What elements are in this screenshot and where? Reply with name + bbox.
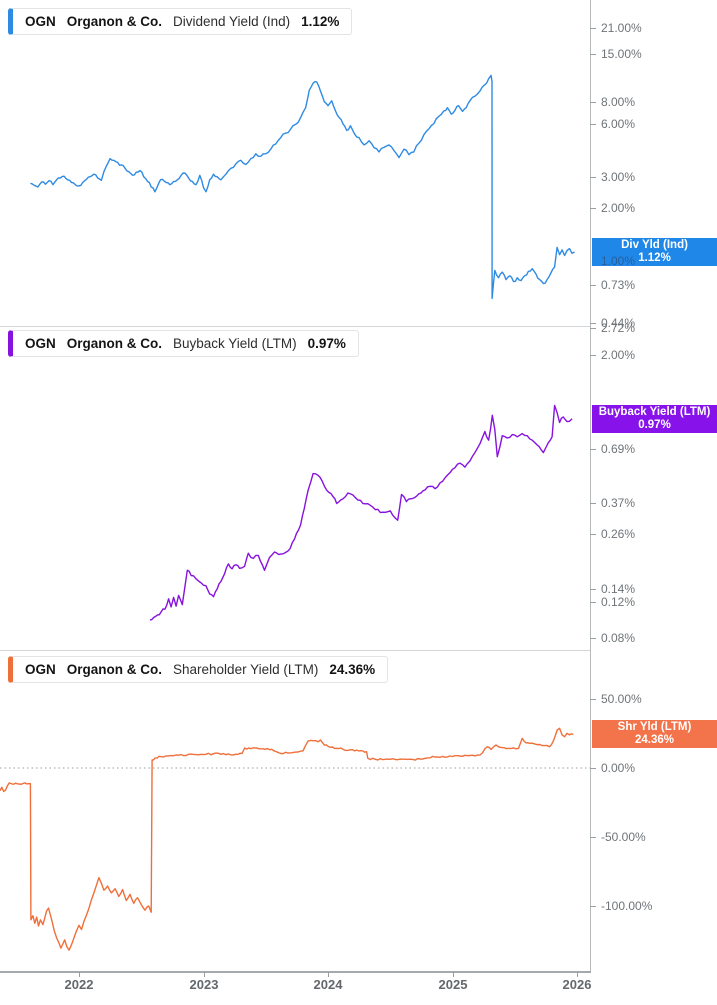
metric-value: 0.97%	[307, 336, 346, 351]
y-tick-mark	[590, 906, 596, 907]
x-axis-year-label: 2022	[64, 977, 94, 992]
last-value-badge-dividend-yield: Div Yld (Ind) 1.12%	[592, 238, 717, 266]
chart-header-shareholder-yield[interactable]: OGN Organon & Co. Shareholder Yield (LTM…	[8, 656, 389, 683]
y-tick-mark	[590, 124, 596, 125]
x-axis-year-label: 2023	[189, 977, 219, 992]
chart-header-buyback-yield[interactable]: OGN Organon & Co. Buyback Yield (LTM) 0.…	[8, 330, 359, 357]
panel-separator	[0, 650, 590, 651]
y-tick-mark	[590, 589, 596, 590]
y-tick-mark	[590, 328, 596, 329]
badge-label: Shr Yld (LTM)	[617, 721, 692, 733]
y-axis-tick-label-ghost: 1.00%	[601, 254, 636, 268]
series-line-buyback-yield	[149, 404, 573, 621]
y-axis-tick-label: 0.14%	[601, 582, 636, 596]
y-axis-tick-label: 0.26%	[601, 527, 636, 541]
chart-plot-area[interactable]	[0, 0, 590, 973]
x-tick-mark	[328, 972, 329, 977]
x-axis-year-label: 2024	[313, 977, 343, 992]
y-axis-tick-label: 50.00%	[601, 692, 642, 706]
y-tick-mark	[590, 54, 596, 55]
x-axis-year-label: 2026	[562, 977, 592, 992]
series-line-dividend-yield	[30, 74, 575, 300]
y-tick-mark	[590, 285, 596, 286]
y-axis-tick-label: 2.00%	[601, 348, 636, 362]
last-value-badge-buyback-yield: Buyback Yield (LTM) 0.97%	[592, 405, 717, 433]
x-tick-mark	[204, 972, 205, 977]
badge-value: 24.36%	[634, 734, 674, 746]
chart-header-dividend-yield[interactable]: OGN Organon & Co. Dividend Yield (Ind) 1…	[8, 8, 353, 35]
y-axis-tick-label: -50.00%	[601, 830, 646, 844]
badge-value: 1.12%	[638, 252, 671, 264]
company-name: Organon & Co.	[66, 336, 163, 351]
x-tick-mark	[577, 972, 578, 977]
company-name: Organon & Co.	[66, 14, 163, 29]
y-axis-tick-label: 0.73%	[601, 278, 636, 292]
y-axis-tick-label: 0.44%	[601, 316, 636, 330]
y-axis-tick-label: 0.37%	[601, 496, 636, 510]
x-tick-mark	[79, 972, 80, 977]
metric-value: 1.12%	[301, 14, 340, 29]
y-tick-mark	[590, 102, 596, 103]
y-axis-tick-label: -100.00%	[601, 899, 653, 913]
y-tick-mark	[590, 449, 596, 450]
y-tick-mark	[590, 323, 596, 324]
ticker: OGN	[25, 336, 56, 351]
y-axis-tick-label: 0.12%	[601, 595, 636, 609]
panel-separator	[0, 326, 590, 327]
y-axis-tick-label: 8.00%	[601, 95, 636, 109]
ticker: OGN	[25, 662, 56, 677]
y-tick-mark	[590, 602, 596, 603]
company-name: Organon & Co.	[66, 662, 163, 677]
y-axis-tick-label: 0.00%	[601, 761, 636, 775]
x-tick-mark	[453, 972, 454, 977]
x-axis-baseline[interactable]	[0, 971, 591, 973]
last-value-badge-shareholder-yield: Shr Yld (LTM) 24.36%	[592, 720, 717, 748]
x-axis-year-label: 2025	[438, 977, 468, 992]
y-axis-tick-label: 0.69%	[601, 442, 636, 456]
y-axis-tick-label: 3.00%	[601, 170, 636, 184]
y-tick-mark	[590, 638, 596, 639]
y-tick-mark	[590, 177, 596, 178]
metric-name: Shareholder Yield (LTM)	[173, 662, 319, 677]
y-axis-tick-label: 21.00%	[601, 21, 642, 35]
metric-name: Dividend Yield (Ind)	[173, 14, 291, 29]
y-tick-mark	[590, 768, 596, 769]
y-axis-tick-label: 2.00%	[601, 201, 636, 215]
y-tick-mark	[590, 28, 596, 29]
y-axis-tick-label: 0.08%	[601, 631, 636, 645]
badge-label: Div Yld (Ind)	[621, 239, 688, 251]
metric-name: Buyback Yield (LTM)	[173, 336, 297, 351]
ticker: OGN	[25, 14, 56, 29]
badge-label: Buyback Yield (LTM)	[598, 406, 711, 418]
y-axis-tick-label: 2.72%	[601, 321, 636, 335]
y-tick-mark	[590, 534, 596, 535]
y-tick-mark	[590, 208, 596, 209]
y-tick-mark	[590, 699, 596, 700]
y-tick-mark	[590, 837, 596, 838]
y-axis-border[interactable]	[590, 0, 591, 972]
badge-value: 0.97%	[638, 419, 671, 431]
y-tick-mark	[590, 355, 596, 356]
y-axis-tick-label: 6.00%	[601, 117, 636, 131]
y-tick-mark	[590, 503, 596, 504]
series-line-shareholder-yield	[0, 727, 574, 951]
metric-value: 24.36%	[329, 662, 376, 677]
y-axis-tick-label: 15.00%	[601, 47, 642, 61]
